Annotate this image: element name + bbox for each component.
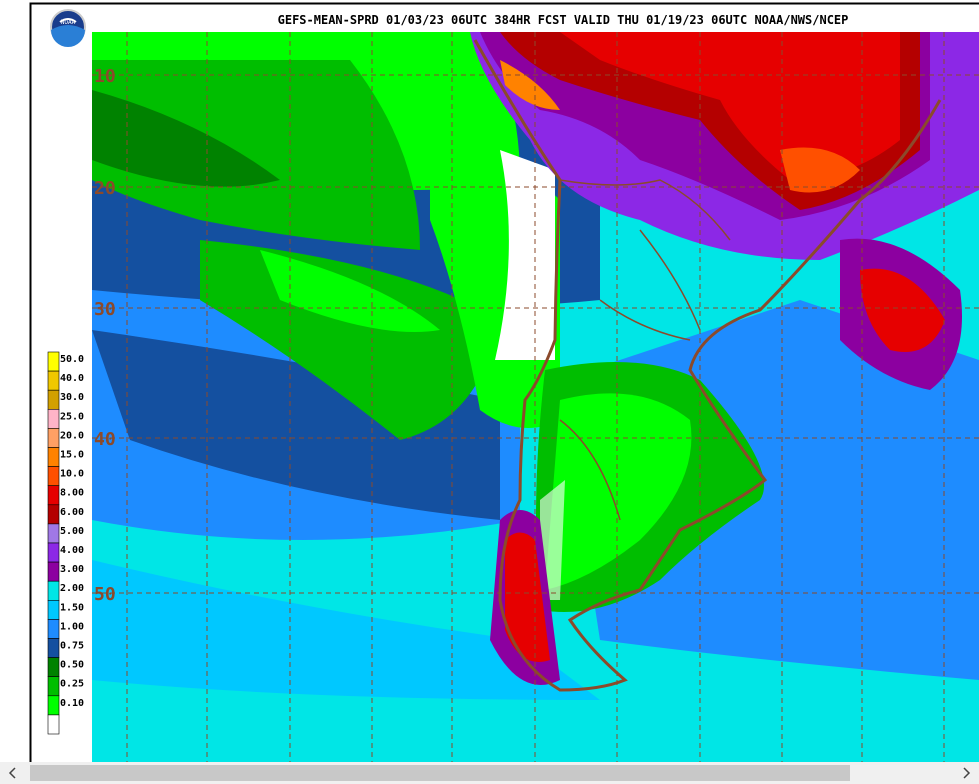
latitude-label: 20	[94, 178, 116, 199]
latitude-label: 40	[94, 429, 116, 450]
legend-label: 8.00	[60, 488, 84, 499]
legend-label: 4.00	[60, 545, 84, 556]
noaa-logo: NOAA	[50, 9, 86, 47]
legend-swatch	[47, 542, 60, 563]
latitude-label: 30	[94, 299, 116, 320]
legend-swatch	[47, 408, 60, 429]
horizontal-scrollbar[interactable]	[0, 762, 979, 784]
legend-swatch	[47, 447, 60, 467]
legend-swatch	[47, 351, 60, 372]
legend-label: 0.50	[60, 660, 84, 671]
graticule	[92, 32, 979, 762]
legend-swatch	[47, 695, 60, 716]
legend-label: 2.00	[60, 583, 84, 594]
legend-label: 25.0	[60, 411, 84, 422]
legend-label: 1.50	[60, 602, 84, 613]
map: 10 20 30 40 50	[92, 32, 979, 762]
logo-text: NOAA	[61, 19, 76, 26]
legend-swatch	[47, 466, 60, 487]
scroll-right[interactable]	[963, 767, 971, 779]
legend-swatch	[47, 523, 60, 544]
legend-swatch	[47, 561, 60, 582]
legend-label: 30.0	[60, 392, 84, 403]
legend-label: 5.00	[60, 526, 84, 537]
legend: 50.0 40.0 30.0 25.0 20.0 15.0 10.0 8.00 6.00 5.00…	[47, 351, 84, 735]
legend-swatch	[47, 619, 60, 639]
legend-label: 50.0	[60, 354, 84, 365]
legend-label: 40.0	[60, 373, 84, 384]
legend-label: 15.0	[60, 450, 84, 461]
legend-label: 3.00	[60, 564, 84, 575]
legend-label: 20.0	[60, 430, 84, 441]
legend-swatch	[47, 657, 60, 677]
latitude-label: 10	[94, 66, 116, 87]
scroll-thumb[interactable]	[30, 765, 850, 781]
legend-swatch	[47, 714, 60, 735]
map-title: GEFS-MEAN-SPRD 01/03/23 06UTC 384HR FCST…	[278, 13, 849, 27]
legend-swatch	[47, 485, 60, 506]
legend-swatch	[47, 504, 60, 525]
legend-swatch	[47, 389, 60, 410]
legend-swatch	[47, 428, 60, 448]
legend-swatch	[47, 370, 60, 391]
legend-label: 0.10	[60, 698, 84, 709]
legend-label: 1.00	[60, 621, 84, 632]
legend-label: 10.0	[60, 469, 84, 480]
scroll-left[interactable]	[8, 767, 16, 779]
legend-swatch	[47, 676, 60, 697]
legend-label: 6.00	[60, 507, 84, 518]
legend-swatch	[47, 638, 60, 658]
legend-label: 0.75	[60, 641, 84, 652]
legend-swatch	[47, 599, 60, 620]
legend-swatch	[47, 580, 60, 601]
legend-label: 0.25	[60, 679, 84, 690]
latitude-label: 50	[94, 584, 116, 605]
